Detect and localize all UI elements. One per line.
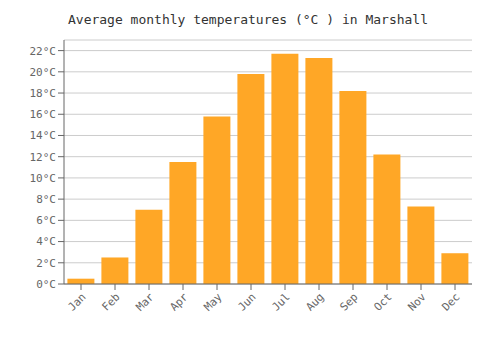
svg-text:Mar: Mar [133,290,157,314]
svg-text:12°C: 12°C [30,151,57,164]
svg-text:8°C: 8°C [36,193,56,206]
svg-text:4°C: 4°C [36,235,56,248]
svg-text:14°C: 14°C [30,129,57,142]
svg-text:10°C: 10°C [30,172,57,185]
svg-text:Sep: Sep [337,290,360,313]
svg-text:Aug: Aug [303,290,326,313]
svg-text:20°C: 20°C [30,66,57,79]
svg-text:Oct: Oct [371,290,394,313]
svg-text:Apr: Apr [167,290,191,314]
svg-text:16°C: 16°C [30,108,57,121]
svg-text:Jan: Jan [65,290,88,313]
svg-text:2°C: 2°C [36,257,56,270]
svg-text:Jun: Jun [235,290,258,313]
svg-text:18°C: 18°C [30,87,57,100]
svg-text:Jul: Jul [269,290,292,313]
svg-text:6°C: 6°C [36,214,56,227]
svg-text:Nov: Nov [405,290,429,314]
html-text:Average monthly temperatures (: Average monthly temperatures (°C ) in Ma… [68,12,428,27]
svg-text:0°C: 0°C [36,278,56,291]
svg-text:Feb: Feb [99,290,122,313]
svg-text:May: May [201,290,225,314]
svg-text:Dec: Dec [439,290,462,313]
svg-text:22°C: 22°C [30,45,57,58]
